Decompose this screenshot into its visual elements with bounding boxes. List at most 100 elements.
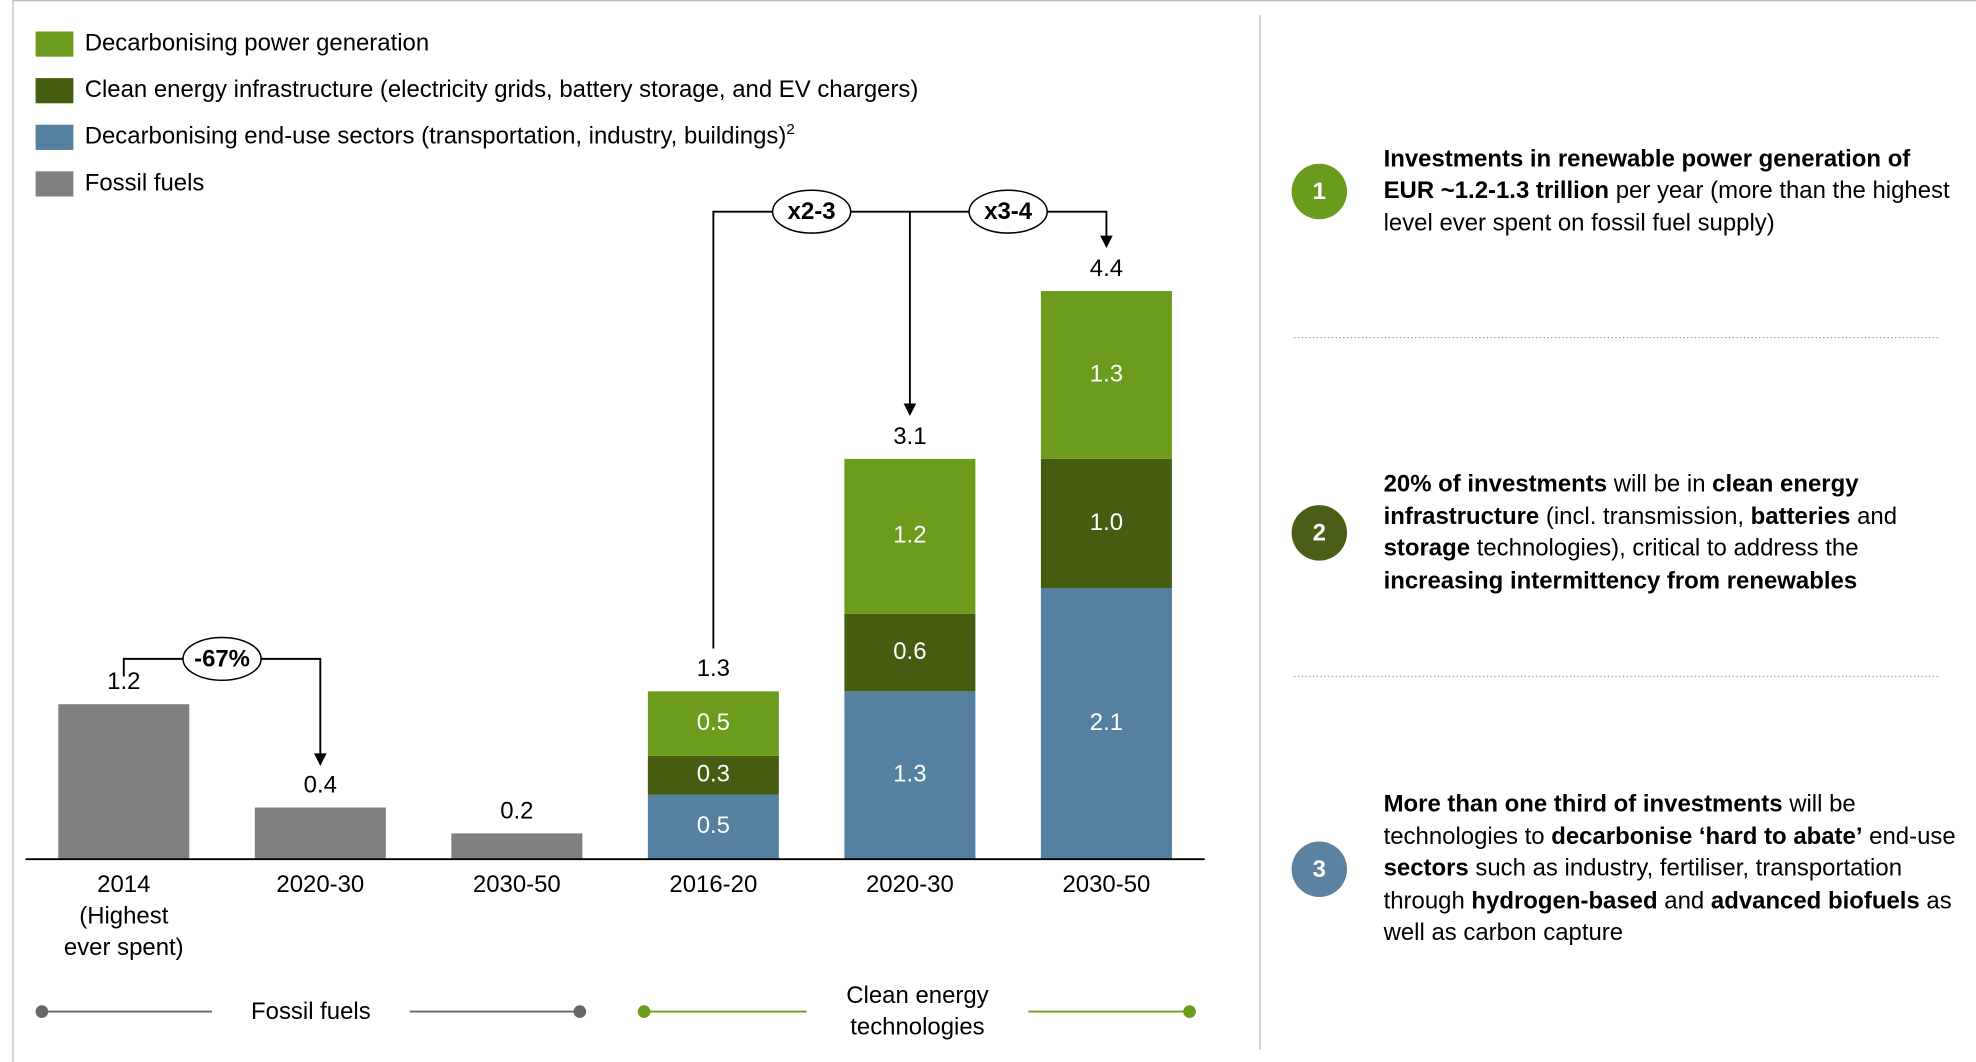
text-box: 2030-50 [441,869,592,900]
segment-label: 1.0 [1090,509,1123,536]
x-tick-label: 2030-50 [472,871,561,899]
badge [1291,505,1348,561]
legend-swatch [35,124,74,150]
legend-label: Fossil fuels [85,169,205,196]
x-tick-label: 2016-20 [669,871,758,899]
text-block: Investments in renewable power generatio… [1384,91,1964,293]
text-box: 2016-20 [638,869,789,900]
group-dot [1183,1005,1196,1018]
text-block: 2016-20 [638,869,789,900]
total-label: 1.3 [697,655,730,682]
annotation-bubble [182,636,262,682]
bold-text: More than one third of investments [1383,791,1783,818]
text-block: 2030-50 [441,869,592,900]
bar-segment [254,807,386,860]
text-box: 2020-30 [245,869,396,900]
bold-text: advanced biofuels [1710,887,1920,915]
text-block: 20% of investments will be in clean ener… [1384,432,1964,634]
bold-text: 20% of investments [1383,471,1608,498]
frame [12,0,1976,1062]
annotation: -67% [194,645,250,672]
segment-label: 1.2 [893,522,926,549]
bold-text: batteries [1750,503,1851,530]
badge-number: 1 [1313,178,1326,205]
text-block: More than one third of investments will … [1384,768,1964,970]
text: such as industry, fertiliser, transporta… [1383,855,1909,915]
bold-text: clean energy infrastructure [1383,471,1866,530]
segment-label: 0.5 [697,709,730,736]
text-block: 2020-30 [245,869,396,900]
text-box: 2030-50 [1031,869,1182,900]
item-text: More than one third of investments will … [1384,789,1964,950]
bold-text: Investments in renewable power generatio… [1383,145,1917,205]
legend-label: Decarbonising power generation [85,29,429,56]
text-box: 20% of investments will be in clean ener… [1384,432,1964,634]
x-tick-label: 2020-30 [865,871,954,899]
bold-text: sectors [1383,855,1469,883]
total-label: 4.4 [1090,255,1123,282]
legend-label: Clean energy infrastructure (electricity… [85,76,919,103]
group-dot [573,1005,587,1018]
text: and [1850,503,1904,530]
x-tick-label: 2020-30 [276,871,365,899]
text-box: Investments in renewable power generatio… [1384,91,1964,293]
segment-label: 0.3 [697,761,730,788]
segment-label: 2.1 [1090,709,1123,736]
bar-segment [58,704,190,860]
bold-text: increasing intermittency from renewables [1383,567,1858,594]
bar-segment [1040,291,1172,459]
annotation: x3-4 [984,198,1033,225]
arrowhead [1100,235,1113,249]
x-tick-label: 2014 (Highest ever spent) [63,871,184,962]
text-box: Clean energy technologies [809,974,1026,1050]
bold-text: hydrogen-based [1471,887,1658,915]
badge [1291,163,1348,220]
segment-label: 0.5 [697,812,730,839]
badge [1291,841,1348,897]
text-block: Clean energy technologies [809,974,1026,1050]
item-text: Investments in renewable power generatio… [1384,143,1964,239]
text: end-use [1862,823,1963,851]
annotation: x2-3 [788,198,836,225]
text-block: 2030-50 [1031,869,1182,900]
x-tick-label: 2030-50 [1062,871,1151,899]
bar-segment [844,458,976,614]
segment-label: 1.3 [893,761,926,788]
annotation-bubble [771,189,852,234]
arrowhead [314,753,327,766]
text-block: 2020-30 [834,869,985,900]
bar-segment [1040,458,1172,589]
group-label: Clean energy technologies [846,982,989,1041]
group-dot [637,1005,651,1018]
total-label: 3.1 [893,423,926,450]
bar-segment [647,794,779,860]
bold-text: decarbonise ‘hard to abate’ [1551,823,1863,851]
text-block: Fossil fuels [214,974,407,1050]
text: will be technologies to [1383,791,1863,851]
segment-label: 0.6 [893,638,926,665]
text: as well as carbon capture [1383,887,1959,947]
text-box: 2020-30 [834,869,985,900]
bar-segment [1040,588,1172,860]
item-text: 20% of investments will be in clean ener… [1384,469,1964,597]
arrowhead [903,403,917,417]
legend-swatch [35,171,74,197]
text-box: 2014 (Highest ever spent) [63,871,184,962]
total-label: 0.4 [304,771,337,798]
text-box: Fossil fuels [214,974,407,1050]
bar-segment [647,691,779,756]
annotation-bubble [968,189,1048,234]
segment-label: 1.3 [1090,360,1123,387]
text: (incl. transmission, [1539,503,1751,530]
badge-number: 3 [1313,856,1326,883]
legend-swatch [35,31,74,57]
bar-segment [844,613,976,692]
bar-segment [451,833,583,860]
total-label: 0.2 [500,797,533,824]
text: technologies), critical to address the [1470,535,1866,562]
bold-text: storage [1383,535,1471,562]
footnote: 2 [786,121,794,138]
text: will be in [1607,471,1713,498]
